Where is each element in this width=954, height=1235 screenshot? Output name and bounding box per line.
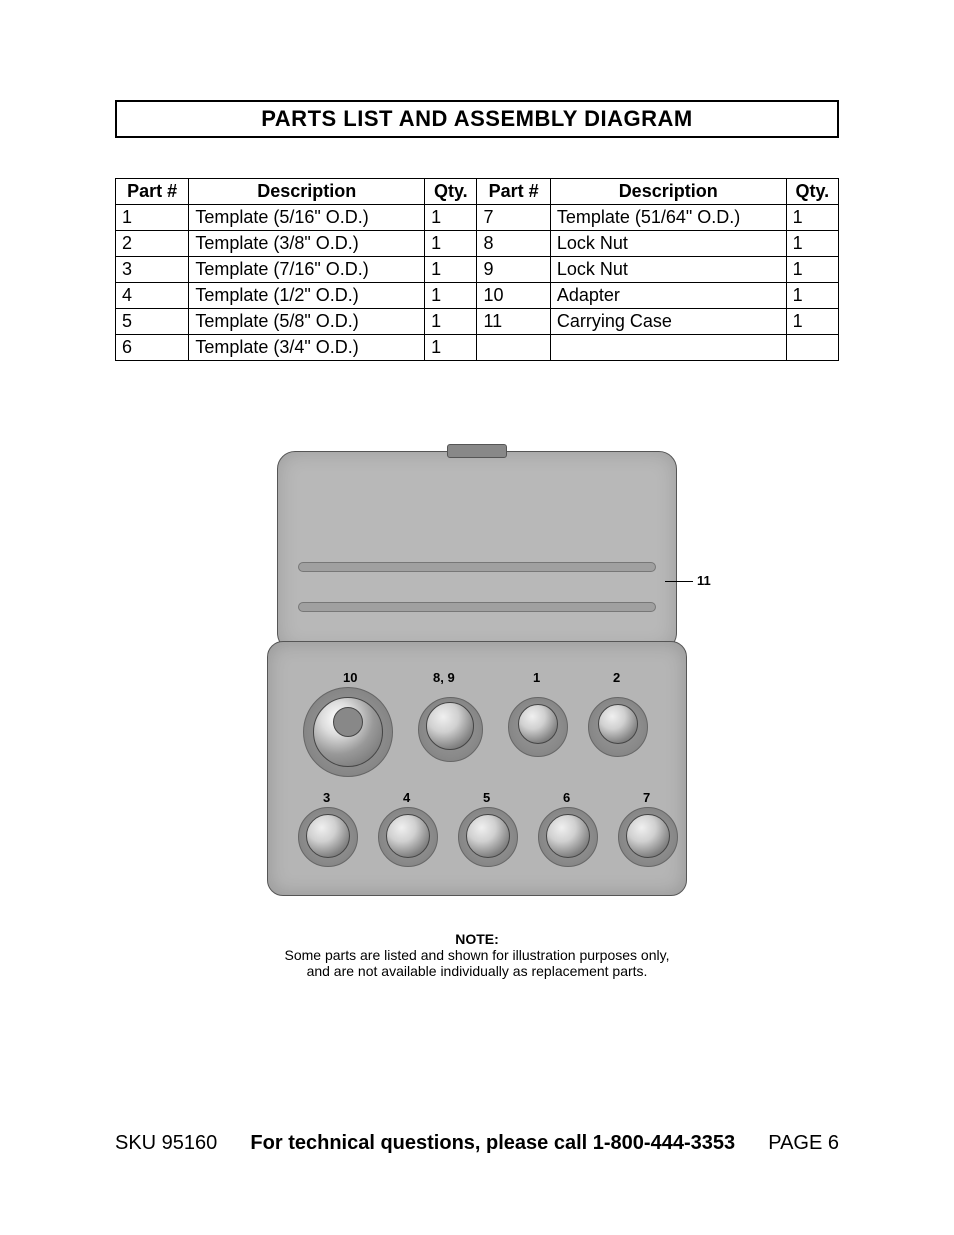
cell-part-no: 10 — [477, 283, 550, 309]
header-qty: Qty. — [425, 179, 477, 205]
cell-description: Lock Nut — [550, 231, 786, 257]
cell-part-no — [477, 335, 550, 361]
part-graphic — [518, 704, 558, 744]
cell-part-no: 3 — [116, 257, 189, 283]
table-row: 5Template (5/8" O.D.)111Carrying Case1 — [116, 309, 839, 335]
cell-part-no: 1 — [116, 205, 189, 231]
cell-part-no: 8 — [477, 231, 550, 257]
cell-qty: 1 — [425, 205, 477, 231]
header-qty: Qty. — [786, 179, 838, 205]
case-groove-graphic — [298, 602, 656, 612]
cell-description: Template (5/16" O.D.) — [189, 205, 425, 231]
callout-3: 3 — [323, 790, 330, 805]
table-row: 2Template (3/8" O.D.)18Lock Nut1 — [116, 231, 839, 257]
table-row: 1Template (5/16" O.D.)17Template (51/64"… — [116, 205, 839, 231]
header-part-no: Part # — [116, 179, 189, 205]
cell-part-no: 6 — [116, 335, 189, 361]
part-graphic — [546, 814, 590, 858]
page-footer: SKU 95160 For technical questions, pleas… — [115, 1132, 839, 1155]
parts-table: Part # Description Qty. Part # Descripti… — [115, 178, 839, 361]
case-lid-graphic — [277, 451, 677, 651]
callout-7: 7 — [643, 790, 650, 805]
header-description: Description — [550, 179, 786, 205]
cell-description: Template (3/4" O.D.) — [189, 335, 425, 361]
part-graphic — [598, 704, 638, 744]
table-row: 4Template (1/2" O.D.)110Adapter1 — [116, 283, 839, 309]
cell-qty: 1 — [425, 335, 477, 361]
footer-sku: SKU 95160 — [115, 1132, 217, 1155]
cell-qty — [786, 335, 838, 361]
case-groove-graphic — [298, 562, 656, 572]
cell-description: Lock Nut — [550, 257, 786, 283]
cell-part-no: 11 — [477, 309, 550, 335]
callout-6: 6 — [563, 790, 570, 805]
cell-part-no: 7 — [477, 205, 550, 231]
part-hole-graphic — [333, 707, 363, 737]
cell-qty: 1 — [786, 205, 838, 231]
callout-11: 11 — [697, 573, 711, 588]
cell-description: Template (51/64" O.D.) — [550, 205, 786, 231]
part-graphic — [466, 814, 510, 858]
case-base-graphic: 10 8, 9 1 2 3 4 5 6 7 — [267, 641, 687, 896]
cell-description: Carrying Case — [550, 309, 786, 335]
cell-qty: 1 — [786, 257, 838, 283]
cell-description — [550, 335, 786, 361]
leader-line — [665, 581, 693, 582]
cell-part-no: 2 — [116, 231, 189, 257]
header-description: Description — [189, 179, 425, 205]
cell-description: Template (5/8" O.D.) — [189, 309, 425, 335]
case-latch-graphic — [447, 444, 507, 458]
part-graphic — [306, 814, 350, 858]
cell-qty: 1 — [425, 231, 477, 257]
table-row: 3Template (7/16" O.D.)19Lock Nut1 — [116, 257, 839, 283]
cell-description: Adapter — [550, 283, 786, 309]
part-graphic — [626, 814, 670, 858]
cell-qty: 1 — [786, 309, 838, 335]
cell-qty: 1 — [786, 231, 838, 257]
note-line: and are not available individually as re… — [115, 963, 839, 979]
note-title: NOTE: — [115, 931, 839, 947]
table-row: 6Template (3/4" O.D.)1 — [116, 335, 839, 361]
part-graphic — [426, 702, 474, 750]
cell-qty: 1 — [425, 283, 477, 309]
table-header-row: Part # Description Qty. Part # Descripti… — [116, 179, 839, 205]
callout-1: 1 — [533, 670, 540, 685]
footer-support-phone: For technical questions, please call 1-8… — [250, 1132, 735, 1155]
callout-4: 4 — [403, 790, 410, 805]
assembly-diagram: 11 — [115, 451, 839, 911]
section-title: PARTS LIST AND ASSEMBLY DIAGRAM — [115, 100, 839, 138]
note-block: NOTE: Some parts are listed and shown fo… — [115, 931, 839, 979]
footer-page-number: PAGE 6 — [768, 1132, 839, 1155]
cell-qty: 1 — [786, 283, 838, 309]
callout-10: 10 — [343, 670, 357, 685]
cell-description: Template (7/16" O.D.) — [189, 257, 425, 283]
cell-part-no: 5 — [116, 309, 189, 335]
callout-5: 5 — [483, 790, 490, 805]
cell-qty: 1 — [425, 257, 477, 283]
cell-qty: 1 — [425, 309, 477, 335]
cell-part-no: 4 — [116, 283, 189, 309]
callout-2: 2 — [613, 670, 620, 685]
cell-description: Template (3/8" O.D.) — [189, 231, 425, 257]
callout-8-9: 8, 9 — [433, 670, 455, 685]
cell-description: Template (1/2" O.D.) — [189, 283, 425, 309]
part-graphic — [386, 814, 430, 858]
cell-part-no: 9 — [477, 257, 550, 283]
header-part-no: Part # — [477, 179, 550, 205]
note-line: Some parts are listed and shown for illu… — [115, 947, 839, 963]
